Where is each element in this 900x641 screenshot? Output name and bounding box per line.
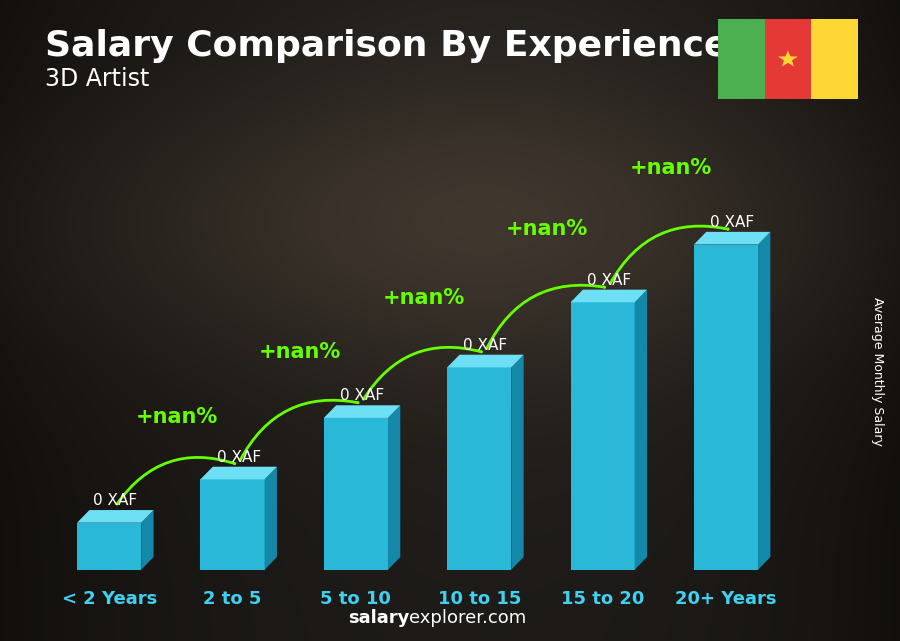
Text: Average Monthly Salary: Average Monthly Salary <box>871 297 884 446</box>
Polygon shape <box>447 354 524 367</box>
Bar <box>324 418 388 570</box>
Text: +nan%: +nan% <box>382 288 465 308</box>
FancyArrowPatch shape <box>610 226 728 283</box>
Text: Salary Comparison By Experience: Salary Comparison By Experience <box>45 29 728 63</box>
Polygon shape <box>758 232 770 570</box>
Text: explorer.com: explorer.com <box>410 609 526 627</box>
Text: +nan%: +nan% <box>136 407 218 427</box>
Text: 0 XAF: 0 XAF <box>587 273 631 288</box>
FancyArrowPatch shape <box>364 347 482 399</box>
Polygon shape <box>694 232 770 244</box>
Polygon shape <box>388 405 400 570</box>
Bar <box>694 244 758 570</box>
Polygon shape <box>778 51 797 67</box>
Bar <box>718 19 765 99</box>
Text: 3D Artist: 3D Artist <box>45 67 149 91</box>
Polygon shape <box>265 467 277 570</box>
Polygon shape <box>571 290 647 303</box>
Polygon shape <box>634 290 647 570</box>
Text: 0 XAF: 0 XAF <box>340 388 384 403</box>
Text: 0 XAF: 0 XAF <box>217 450 261 465</box>
Text: salary: salary <box>348 609 410 627</box>
Bar <box>765 19 811 99</box>
Text: 0 XAF: 0 XAF <box>464 338 508 353</box>
FancyArrowPatch shape <box>240 400 358 461</box>
Text: +nan%: +nan% <box>506 219 589 239</box>
Text: +nan%: +nan% <box>629 158 712 178</box>
Polygon shape <box>141 510 154 570</box>
Polygon shape <box>201 467 277 479</box>
Polygon shape <box>77 510 154 522</box>
Bar <box>811 19 858 99</box>
Polygon shape <box>324 405 400 418</box>
Polygon shape <box>511 354 524 570</box>
Bar <box>201 479 265 570</box>
FancyArrowPatch shape <box>487 285 605 349</box>
Text: 0 XAF: 0 XAF <box>710 215 754 230</box>
Text: 0 XAF: 0 XAF <box>94 494 138 508</box>
Text: +nan%: +nan% <box>259 342 341 362</box>
Bar <box>447 367 511 570</box>
Bar <box>571 303 634 570</box>
Bar <box>77 522 141 570</box>
FancyArrowPatch shape <box>117 458 235 504</box>
